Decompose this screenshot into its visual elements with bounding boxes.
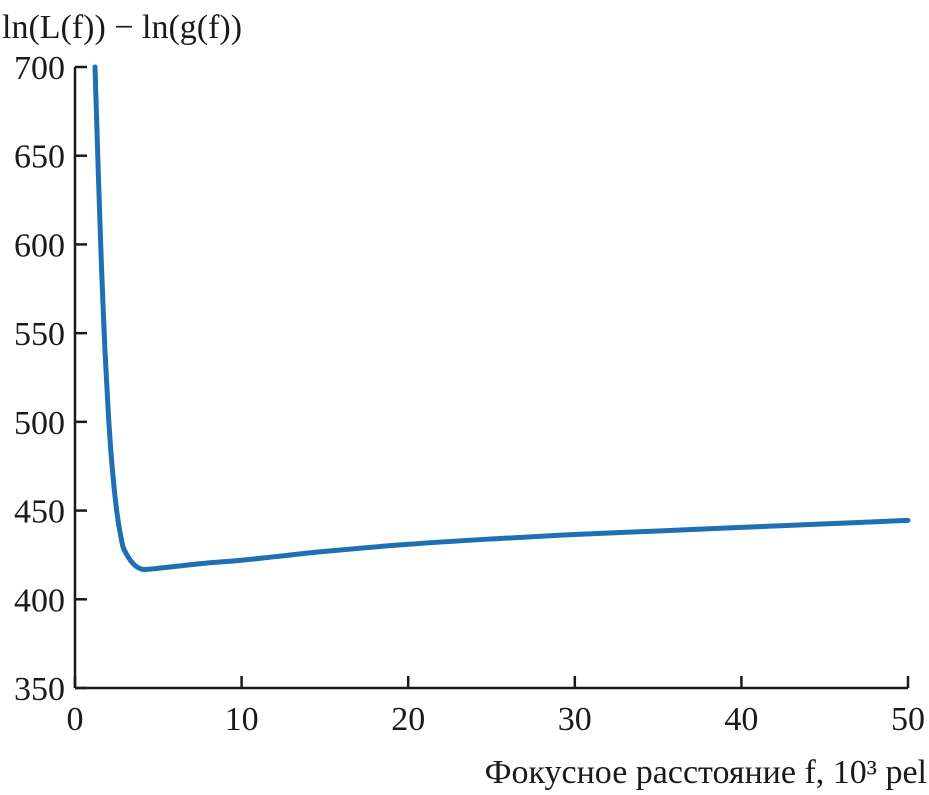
y-axis-title-group: ln(L(f)) − ln(g(f)) [2, 9, 242, 46]
x-tick-label: 40 [724, 701, 758, 738]
y-tick-label: 600 [14, 227, 65, 264]
x-tick-label: 50 [891, 701, 925, 738]
x-tick-label: 10 [225, 701, 259, 738]
plot-area [73, 67, 908, 690]
y-tick-label: 650 [14, 139, 65, 176]
series-line [92, 64, 911, 573]
x-tick-label: 30 [558, 701, 592, 738]
x-tick-label: 20 [391, 701, 425, 738]
y-tick-label: 550 [14, 316, 65, 353]
y-axis-title: ln(L(f)) − ln(g(f)) [2, 9, 242, 46]
series-group [92, 64, 911, 573]
x-axis-title: Фокусное расстояние f, 10³ pel [485, 754, 927, 791]
y-axis: 350 400 450 500 550 600 650 700 [14, 50, 87, 708]
y-tick-label: 700 [14, 50, 65, 87]
y-tick-label: 450 [14, 494, 65, 531]
x-axis: 0 10 20 30 40 50 [67, 676, 925, 738]
y-tick-label: 400 [14, 582, 65, 619]
y-tick-label: 350 [14, 671, 65, 708]
y-tick-label: 500 [14, 405, 65, 442]
x-tick-label: 0 [67, 701, 84, 738]
